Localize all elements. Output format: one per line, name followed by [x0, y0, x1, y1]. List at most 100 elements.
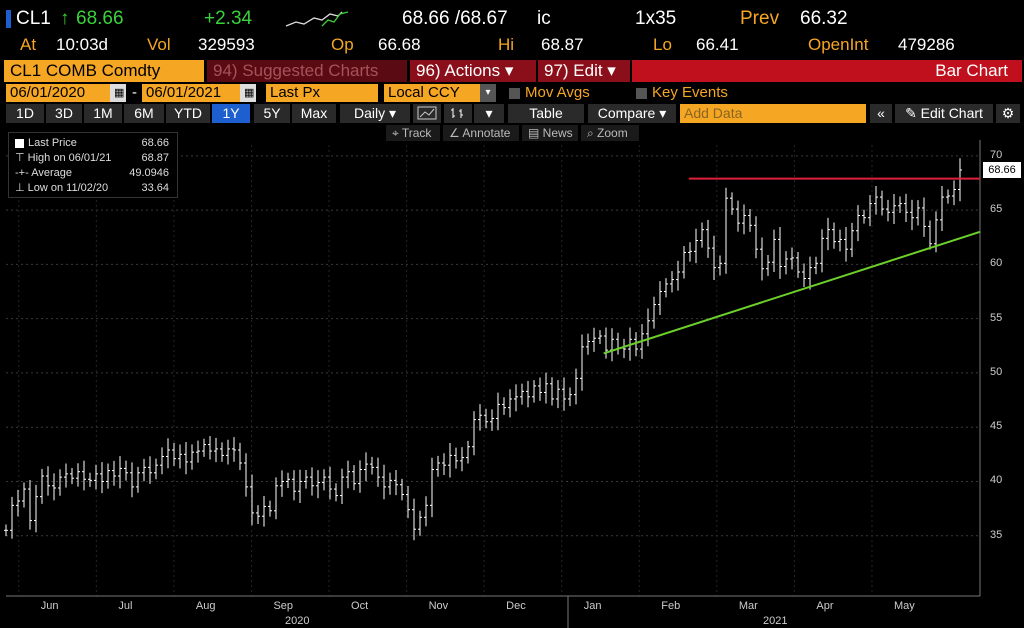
legend-low: ⊥ Low on 11/02/20: [15, 181, 108, 195]
period-1d[interactable]: 1D: [6, 104, 44, 123]
end-date-field[interactable]: 06/01/2021: [142, 84, 240, 102]
price-bar: [16, 489, 20, 517]
price-bar: [574, 368, 578, 405]
price-bar: [550, 377, 554, 406]
price-bar: [58, 469, 62, 496]
price-bar: [526, 380, 530, 408]
security-field[interactable]: CL1 COMB Comdty: [4, 60, 204, 82]
last-price: 68.66: [76, 8, 124, 29]
price-bar: [844, 227, 848, 262]
suggested-charts-button[interactable]: 94) Suggested Charts: [207, 60, 407, 82]
line-chart-icon[interactable]: [413, 104, 441, 123]
price-bar: [358, 460, 362, 493]
add-data-placeholder: Add Data: [684, 105, 743, 121]
edit-chart-button[interactable]: ✎ Edit Chart: [895, 104, 993, 123]
price-bar: [520, 383, 524, 405]
bar-chart-icon[interactable]: [444, 104, 472, 123]
annotate-tool[interactable]: ∠ Annotate: [443, 125, 519, 141]
start-date-field[interactable]: 06/01/2020: [6, 84, 110, 102]
news-tool[interactable]: ▤ News: [522, 125, 578, 141]
legend-last-price-label: Last Price: [28, 137, 77, 149]
period-5y[interactable]: 5Y: [254, 104, 290, 123]
price-bar: [538, 377, 542, 401]
price-bar: [286, 472, 290, 488]
price-bar: [712, 235, 716, 281]
price-bar: [928, 220, 932, 250]
price-bar: [232, 437, 236, 462]
price-bar: [190, 444, 194, 470]
trend-line: [603, 230, 981, 355]
price-bar: [148, 456, 152, 484]
price-bar: [22, 482, 26, 508]
price-bar: [856, 205, 860, 242]
price-bar: [304, 469, 308, 489]
price-bar: [688, 242, 692, 262]
legend-high: ⊤ High on 06/01/21: [15, 151, 111, 165]
price-bar: [802, 263, 806, 287]
price-bar: [820, 229, 824, 273]
price-bar: [532, 380, 536, 403]
price-bar: [766, 255, 770, 276]
track-tool[interactable]: ⌖ Track: [386, 125, 440, 141]
legend-low-value: 33.64: [141, 182, 169, 194]
field-select[interactable]: Last Px: [266, 84, 378, 102]
period-3d[interactable]: 3D: [46, 104, 82, 123]
actions-menu[interactable]: 96) Actions ▾: [410, 60, 536, 82]
table-button[interactable]: Table: [508, 104, 584, 123]
price-bar: [4, 524, 8, 537]
price-bar: [562, 377, 566, 411]
price-bar: [694, 228, 698, 264]
price-bar: [100, 462, 104, 494]
price-bar: [946, 189, 950, 204]
settings-gear-icon[interactable]: ⚙: [996, 104, 1020, 123]
chart-style-dropdown-icon[interactable]: ▾: [474, 104, 504, 123]
price-bar: [238, 442, 242, 471]
compare-menu[interactable]: Compare ▾: [588, 104, 676, 123]
price-bar: [784, 251, 788, 275]
price-bar: [382, 464, 386, 500]
zoom-tool[interactable]: ⌕ Zoom: [581, 125, 639, 141]
year-label: 2020: [285, 615, 310, 627]
price-bar: [124, 460, 128, 481]
price-bar: [412, 498, 416, 541]
price-bar: [466, 440, 470, 464]
price-bar: [88, 472, 92, 487]
price-bar: [172, 442, 176, 466]
currency-dropdown-icon[interactable]: ▾: [480, 84, 496, 102]
period-1y[interactable]: 1Y: [212, 104, 250, 123]
currency-select[interactable]: Local CCY: [384, 84, 480, 102]
net-change: +2.34: [204, 8, 253, 29]
edit-menu[interactable]: 97) Edit ▾: [538, 60, 630, 82]
period-ytd[interactable]: YTD: [166, 104, 210, 123]
add-data-input[interactable]: Add Data: [680, 104, 866, 123]
up-arrow-icon: ↑: [60, 8, 70, 29]
period-max[interactable]: Max: [292, 104, 336, 123]
price-bar: [544, 372, 548, 404]
price-bar: [718, 255, 722, 276]
calendar-icon-2[interactable]: ▦: [240, 84, 256, 102]
price-bar: [676, 260, 680, 291]
collapse-button[interactable]: «: [870, 104, 892, 123]
period-6m[interactable]: 6M: [124, 104, 164, 123]
period-1m[interactable]: 1M: [84, 104, 122, 123]
checkbox-icon-2: [636, 87, 647, 99]
price-bar: [256, 505, 260, 525]
price-bar: [328, 466, 332, 500]
price-bar: [316, 470, 320, 499]
price-bar: [826, 217, 830, 251]
calendar-icon[interactable]: ▦: [110, 84, 126, 102]
frequency-select[interactable]: Daily ▾: [340, 104, 410, 123]
price-bar: [730, 192, 734, 215]
y-tick-label: 45: [990, 420, 1003, 433]
open-label: Op: [331, 35, 354, 54]
price-bar: [874, 186, 878, 215]
last-price-marker: 68.66: [983, 162, 1021, 179]
mov-avgs-toggle[interactable]: Mov Avgs: [505, 84, 635, 102]
y-tick-label: 70: [990, 148, 1003, 161]
price-bar: [166, 438, 170, 469]
key-events-toggle[interactable]: Key Events: [632, 84, 772, 102]
low-price: 66.41: [696, 35, 739, 54]
legend-last-price-value: 68.66: [141, 137, 169, 149]
ticker-marker: [6, 10, 11, 28]
price-bar: [736, 200, 740, 232]
